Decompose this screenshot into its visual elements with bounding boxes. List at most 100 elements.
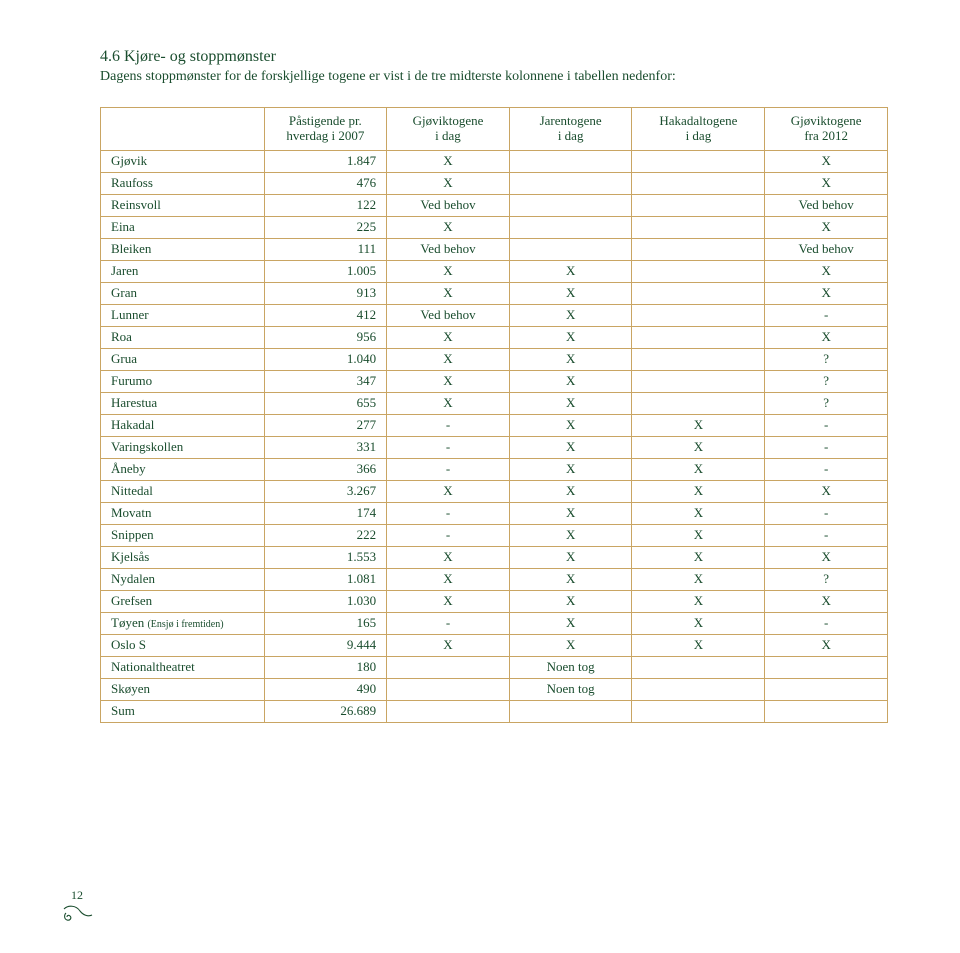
station-name: Kjelsås	[101, 546, 265, 568]
sum-row: Sum26.689	[101, 700, 888, 722]
table-row: Gjøvik1.847XX	[101, 150, 888, 172]
cell-boarding: 225	[264, 216, 387, 238]
table-row: Furumo347XX?	[101, 370, 888, 392]
cell-c3: -	[387, 414, 510, 436]
cell-boarding: 347	[264, 370, 387, 392]
cell-c6: X	[765, 260, 888, 282]
cell-c5: X	[632, 502, 765, 524]
cell-c6: ?	[765, 348, 888, 370]
cell-c3: Ved behov	[387, 304, 510, 326]
cell-c3: X	[387, 590, 510, 612]
sum-empty	[387, 700, 510, 722]
cell-c6: X	[765, 150, 888, 172]
cell-c3: X	[387, 546, 510, 568]
cell-boarding: 222	[264, 524, 387, 546]
cell-c6	[765, 656, 888, 678]
station-name: Movatn	[101, 502, 265, 524]
cell-c5	[632, 150, 765, 172]
cell-c6: -	[765, 502, 888, 524]
cell-c4: Noen tog	[509, 678, 632, 700]
cell-boarding: 180	[264, 656, 387, 678]
cell-c4: X	[509, 304, 632, 326]
station-name: Eina	[101, 216, 265, 238]
station-name: Reinsvoll	[101, 194, 265, 216]
table-row: Jaren1.005XXX	[101, 260, 888, 282]
cell-c6: -	[765, 524, 888, 546]
station-name: Hakadal	[101, 414, 265, 436]
table-row: Harestua655XX?	[101, 392, 888, 414]
cell-c3: X	[387, 392, 510, 414]
table-row: Varingskollen331-XX-	[101, 436, 888, 458]
station-name: Lunner	[101, 304, 265, 326]
cell-c4: X	[509, 282, 632, 304]
station-name: Gran	[101, 282, 265, 304]
cell-c6: -	[765, 458, 888, 480]
section-heading: 4.6 Kjøre- og stoppmønster	[100, 48, 888, 66]
cell-boarding: 655	[264, 392, 387, 414]
table-row: Snippen222-XX-	[101, 524, 888, 546]
station-name: Tøyen (Ensjø i fremtiden)	[101, 612, 265, 634]
cell-c5: X	[632, 480, 765, 502]
cell-boarding: 9.444	[264, 634, 387, 656]
cell-c5	[632, 238, 765, 260]
cell-c4: Noen tog	[509, 656, 632, 678]
cell-c3: X	[387, 216, 510, 238]
cell-c6: X	[765, 172, 888, 194]
cell-c6: -	[765, 414, 888, 436]
cell-c4: X	[509, 326, 632, 348]
cell-c3: X	[387, 326, 510, 348]
station-name: Grefsen	[101, 590, 265, 612]
cell-boarding: 165	[264, 612, 387, 634]
cell-c5: X	[632, 436, 765, 458]
cell-boarding: 476	[264, 172, 387, 194]
table-row: Gran913XXX	[101, 282, 888, 304]
stop-pattern-table: Påstigende pr.hverdag i 2007 Gjøviktogen…	[100, 107, 888, 723]
table-row: Raufoss476XX	[101, 172, 888, 194]
cell-boarding: 174	[264, 502, 387, 524]
cell-boarding: 366	[264, 458, 387, 480]
cell-c5	[632, 348, 765, 370]
sum-value: 26.689	[264, 700, 387, 722]
cell-c6: X	[765, 634, 888, 656]
cell-c6	[765, 678, 888, 700]
station-name: Roa	[101, 326, 265, 348]
cell-boarding: 412	[264, 304, 387, 326]
station-name: Nationaltheatret	[101, 656, 265, 678]
table-row: Nydalen1.081XXX?	[101, 568, 888, 590]
sum-empty	[765, 700, 888, 722]
cell-boarding: 277	[264, 414, 387, 436]
cell-c4: X	[509, 546, 632, 568]
cell-c5	[632, 172, 765, 194]
cell-c5: X	[632, 458, 765, 480]
cell-c5: X	[632, 524, 765, 546]
table-row: Skøyen490Noen tog	[101, 678, 888, 700]
cell-boarding: 956	[264, 326, 387, 348]
cell-c5: X	[632, 546, 765, 568]
table-row: Nationaltheatret180 Noen tog	[101, 656, 888, 678]
cell-c4: X	[509, 612, 632, 634]
cell-c4	[509, 172, 632, 194]
sum-label: Sum	[101, 700, 265, 722]
cell-c5: X	[632, 590, 765, 612]
cell-c6: X	[765, 590, 888, 612]
cell-c4: X	[509, 480, 632, 502]
cell-c6: X	[765, 546, 888, 568]
station-name: Skøyen	[101, 678, 265, 700]
cell-c4	[509, 150, 632, 172]
station-name: Furumo	[101, 370, 265, 392]
station-name: Nittedal	[101, 480, 265, 502]
cell-c4: X	[509, 458, 632, 480]
cell-boarding: 331	[264, 436, 387, 458]
cell-c3: X	[387, 260, 510, 282]
station-name: Snippen	[101, 524, 265, 546]
table-row: Tøyen (Ensjø i fremtiden)165-XX-	[101, 612, 888, 634]
cell-c6: X	[765, 326, 888, 348]
cell-c5	[632, 304, 765, 326]
scroll-ornament-icon	[60, 905, 94, 927]
cell-c3: X	[387, 370, 510, 392]
cell-c6: X	[765, 480, 888, 502]
table-row: Roa956XXX	[101, 326, 888, 348]
col-hakadal-today: Hakadaltogenei dag	[632, 107, 765, 150]
table-row: Oslo S9.444XXXX	[101, 634, 888, 656]
sum-empty	[632, 700, 765, 722]
